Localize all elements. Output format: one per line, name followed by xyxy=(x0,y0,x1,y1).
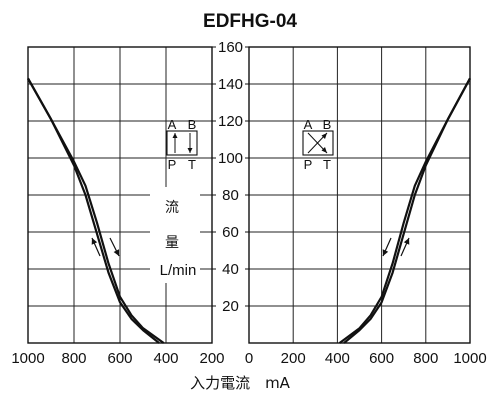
y-tick-label: 120 xyxy=(218,113,243,130)
x-tick-label: 0 xyxy=(245,350,253,367)
left-symbol-a: A xyxy=(168,117,177,132)
arrow-left-up-head xyxy=(91,238,98,245)
arrow-right-down-head xyxy=(382,249,389,256)
right-symbol-t: T xyxy=(323,157,331,172)
y-axis: 20 40 60 80 100 120 140 160 xyxy=(212,39,249,315)
x-tick-label: 1000 xyxy=(11,350,44,367)
y-tick-label: 60 xyxy=(222,224,239,241)
x-tick-label: 200 xyxy=(199,350,224,367)
x-tick-label: 1000 xyxy=(453,350,486,367)
y-tick-label: 100 xyxy=(218,150,243,167)
x-tick-label: 200 xyxy=(281,350,306,367)
y-tick-label: 20 xyxy=(222,298,239,315)
right-symbol-p: P xyxy=(304,157,313,172)
x-tick-label: 400 xyxy=(325,350,350,367)
arrow-right-up xyxy=(400,237,410,257)
ylabel-line-3: L/min xyxy=(160,262,197,279)
left-symbol-box xyxy=(166,130,198,156)
x-tick-label: 600 xyxy=(107,350,132,367)
left-symbol-t: T xyxy=(188,157,196,172)
y-tick-label: 160 xyxy=(218,39,243,56)
x-tick-label: 800 xyxy=(61,350,86,367)
left-valve-symbol: A B P T xyxy=(166,117,198,172)
x-axis: 1000 800 600 400 200 0 200 400 600 800 1000 xyxy=(11,350,486,367)
direction-arrows xyxy=(91,237,410,257)
right-symbol-b: B xyxy=(323,117,332,132)
y-tick-label: 140 xyxy=(218,76,243,93)
right-valve-symbol: A B P T xyxy=(302,117,334,172)
chart-title: EDFHG-04 xyxy=(203,11,297,32)
right-symbol-a: A xyxy=(304,117,313,132)
series-line-right-2 xyxy=(338,77,471,344)
series-group xyxy=(27,77,471,344)
arrow-right-down-left-head xyxy=(113,249,119,256)
y-tick-label: 80 xyxy=(222,187,239,204)
series-line-left-2 xyxy=(27,77,165,344)
arrow-right-up-head xyxy=(403,238,410,245)
x-tick-label: 600 xyxy=(369,350,394,367)
y-tick-label: 40 xyxy=(222,261,239,278)
arrow-right-down xyxy=(382,237,392,257)
right-symbol-box xyxy=(302,130,334,156)
arrow-left-up xyxy=(91,237,101,257)
x-axis-label: 入力電流 mA xyxy=(190,374,291,392)
ylabel-line-2: 量 xyxy=(165,235,179,251)
x-tick-label: 400 xyxy=(153,350,178,367)
left-symbol-p: P xyxy=(168,157,177,172)
ylabel-line-1: 流 xyxy=(165,200,179,216)
x-tick-label: 800 xyxy=(413,350,438,367)
arrow-right-down-left xyxy=(109,237,120,257)
left-symbol-b: B xyxy=(188,117,197,132)
